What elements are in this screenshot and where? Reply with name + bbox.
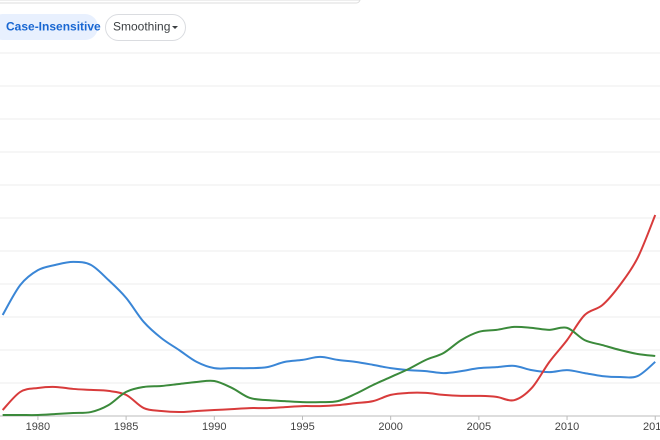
x-tick-label: 1990 (202, 421, 226, 433)
x-tick-label: 1980 (26, 421, 50, 433)
series-line (1, 260, 656, 379)
x-tick-label: 1985 (114, 421, 138, 433)
x-tick-label: 2000 (378, 421, 402, 433)
x-tick-label: 2015 (643, 421, 660, 433)
series-line (2, 325, 656, 417)
case-chip-label[interactable]: Case-Insensitive (6, 20, 101, 34)
smoothing-dropdown[interactable] (105, 14, 186, 41)
series-line (1, 214, 657, 414)
search-box-edge (0, 0, 361, 4)
smoothing-label[interactable]: Smoothing (113, 20, 170, 34)
x-tick-label: 1995 (290, 421, 314, 433)
dropdown-arrow (172, 26, 178, 29)
case-chip[interactable] (0, 14, 98, 40)
x-tick-label: 2010 (555, 421, 579, 433)
x-tick-label: 2005 (467, 421, 491, 433)
